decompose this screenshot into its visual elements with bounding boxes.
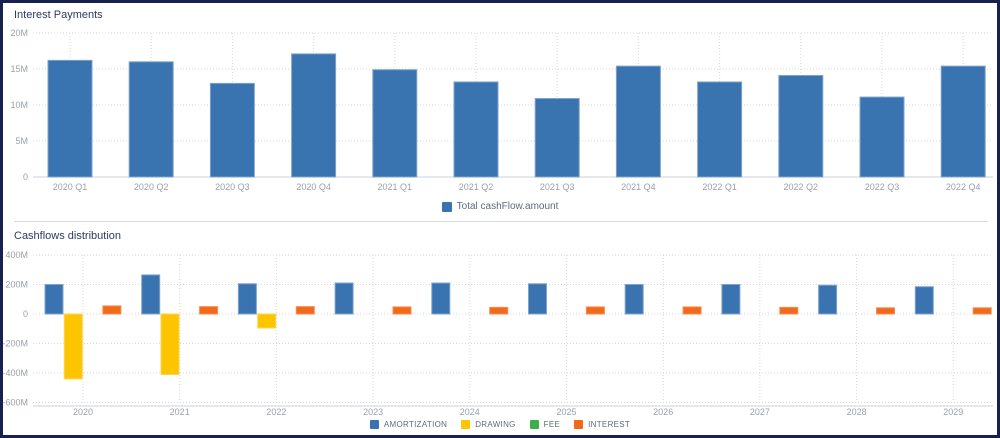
y-tick-label: 5M — [15, 136, 28, 146]
legend-swatch-icon — [529, 420, 539, 429]
legend-item-fee[interactable]: FEE — [529, 420, 561, 429]
bar-amortization[interactable] — [237, 283, 257, 315]
legend-item-drawing[interactable]: DRAWING — [461, 420, 515, 429]
chart-title-interest-payments: Interest Payments — [14, 9, 103, 21]
chart-title-cashflows-distribution: Cashflows distribution — [14, 230, 121, 242]
x-tick-label: 2020 Q1 — [53, 182, 88, 192]
x-tick-label: 2021 Q2 — [459, 182, 494, 192]
legend-cashflows: AMORTIZATION DRAWING FEE INTEREST — [3, 420, 997, 429]
legend-label: DRAWING — [475, 420, 516, 429]
legend-item-total-cashflow-amount[interactable]: Total cashFlow.amount — [441, 201, 559, 212]
bar-interest[interactable] — [682, 306, 702, 315]
x-tick-label: 2022 Q2 — [784, 182, 819, 192]
bar[interactable] — [291, 53, 337, 178]
x-tick-label: 2022 Q3 — [865, 182, 900, 192]
x-tick-label: 2022 Q4 — [946, 182, 981, 192]
x-tick-label: 2020 — [73, 407, 93, 417]
legend-label: INTEREST — [588, 420, 631, 429]
y-tick-label: -600M — [3, 398, 28, 408]
legend-interest-payments: Total cashFlow.amount — [3, 201, 997, 212]
x-tick-label: 2021 — [170, 407, 190, 417]
x-tick-label: 2023 — [363, 407, 383, 417]
x-tick-label: 2024 — [460, 407, 480, 417]
legend-item-interest[interactable]: INTEREST — [574, 420, 630, 429]
bar[interactable] — [534, 98, 580, 178]
bar[interactable] — [859, 96, 905, 178]
cashflows-distribution-chart: 400M 200M 0 -200M -400M -600M 2020 2021 2022 2023… — [3, 250, 993, 417]
bar-drawing[interactable] — [257, 313, 277, 329]
bar-amortization[interactable] — [334, 282, 354, 315]
x-tick-label: 2022 Q1 — [702, 182, 737, 192]
x-tick-label: 2021 Q1 — [378, 182, 413, 192]
y-tick-label: 0 — [23, 309, 28, 319]
bar-amortization[interactable] — [44, 284, 64, 315]
bar-interest[interactable] — [489, 306, 509, 315]
bar-interest[interactable] — [295, 306, 315, 315]
y-tick-label: 200M — [5, 280, 28, 290]
legend-swatch-icon — [461, 420, 471, 429]
bar-drawing[interactable] — [63, 313, 83, 380]
legend-label: FEE — [543, 420, 561, 429]
legend-label: AMORTIZATION — [383, 420, 448, 429]
bar-interest[interactable] — [102, 305, 122, 315]
x-tick-label: 2028 — [847, 407, 867, 417]
bar[interactable] — [615, 65, 661, 178]
y-tick-label: 20M — [10, 28, 28, 38]
bar-interest[interactable] — [392, 306, 412, 315]
x-tick-label: 2022 — [266, 407, 286, 417]
x-tick-label: 2027 — [750, 407, 770, 417]
bar[interactable] — [372, 69, 418, 178]
y-tick-label: -400M — [3, 368, 28, 378]
bar[interactable] — [940, 65, 986, 178]
legend-item-amortization[interactable]: AMORTIZATION — [369, 420, 448, 429]
legend-label: Total cashFlow.amount — [456, 201, 559, 212]
section-divider — [14, 221, 988, 222]
bar-amortization[interactable] — [721, 284, 741, 315]
bar-interest[interactable] — [876, 307, 895, 315]
bar-interest[interactable] — [972, 307, 992, 315]
x-tick-label: 2020 Q3 — [215, 182, 250, 192]
bar-interest[interactable] — [779, 306, 799, 315]
x-tick-label: 2029 — [943, 407, 963, 417]
y-tick-label: 0 — [23, 172, 28, 182]
y-tick-label: 400M — [5, 250, 28, 260]
bar[interactable] — [697, 81, 743, 178]
x-tick-label: 2021 Q4 — [621, 182, 656, 192]
bar[interactable] — [47, 59, 93, 178]
bar-amortization[interactable] — [528, 283, 547, 315]
x-tick-label: 2020 Q4 — [296, 182, 331, 192]
y-tick-label: 15M — [10, 64, 28, 74]
bar-drawing[interactable] — [160, 313, 180, 375]
bar-amortization[interactable] — [914, 286, 934, 315]
bar[interactable] — [128, 61, 174, 178]
bar-amortization[interactable] — [431, 282, 451, 315]
legend-swatch-icon — [441, 201, 452, 212]
y-tick-label: 10M — [10, 100, 28, 110]
interest-payments-chart: 20M 15M 10M 5M 0 2020 Q1 2020 Q2 2020 Q3 2020 Q4… — [10, 28, 993, 192]
x-tick-label: 2021 Q3 — [540, 182, 575, 192]
bar-amortization[interactable] — [624, 284, 644, 315]
x-tick-label: 2020 Q2 — [134, 182, 169, 192]
y-tick-label: -200M — [3, 339, 28, 349]
bar[interactable] — [209, 82, 255, 178]
bar-amortization[interactable] — [818, 284, 838, 315]
bar-amortization[interactable] — [141, 274, 161, 315]
bar-interest[interactable] — [199, 306, 219, 315]
bar[interactable] — [453, 81, 499, 178]
bar[interactable] — [778, 74, 824, 178]
x-tick-label: 2025 — [556, 407, 576, 417]
legend-swatch-icon — [369, 420, 379, 429]
x-tick-label: 2026 — [653, 407, 673, 417]
bar-interest[interactable] — [585, 306, 605, 315]
legend-swatch-icon — [574, 420, 584, 429]
